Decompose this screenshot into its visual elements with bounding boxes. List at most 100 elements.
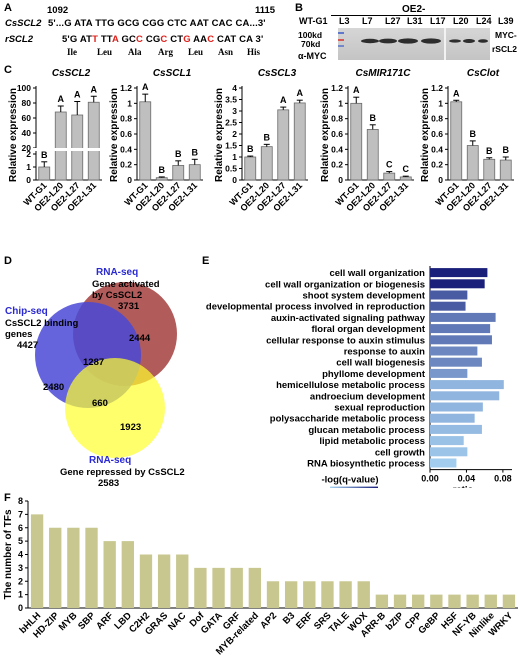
significance-letter: B (175, 149, 182, 159)
y-axis-label: Relative expression (320, 88, 331, 182)
panel-label-c: C (4, 64, 12, 76)
bar (450, 101, 463, 181)
tf-family-label: bZIP (384, 610, 407, 633)
go-term-bar (430, 335, 492, 345)
y-tick-label: 0.8 (331, 114, 343, 124)
go-term-bar (430, 279, 485, 289)
ladder-70kd: 70kd (301, 39, 321, 49)
y-tick-label: 4 (18, 550, 23, 560)
bar (87, 101, 100, 181)
tf-bar (49, 527, 62, 608)
amino-acid: Ile (67, 47, 77, 57)
significance-letter: C (386, 160, 393, 170)
chart-title: CsClot (467, 68, 500, 79)
bar (139, 101, 152, 181)
tf-family-label: ERF (294, 610, 315, 631)
axis-break (32, 148, 104, 151)
significance-letter: C (403, 164, 410, 174)
significance-letter: B (159, 165, 166, 175)
go-term-bar (430, 380, 504, 390)
significance-letter: B (264, 132, 271, 142)
go-term-bar (430, 368, 468, 378)
y-tick-label: 0.6 (120, 129, 132, 139)
go-term-label: developmental process involved in reprod… (206, 302, 425, 313)
tf-bar (484, 594, 497, 608)
chip-seq-title: Chip-seq (5, 306, 48, 317)
y-axis-label: Relative expression (420, 88, 431, 182)
panel-label-d: D (4, 255, 12, 267)
go-term-label: cell growth (375, 447, 425, 458)
y-tick-label: 3 (18, 563, 23, 573)
y-tick-label: 3 (232, 106, 237, 116)
x-tick-label: 0.04 (458, 474, 476, 484)
region-triple: 1287 (83, 357, 105, 368)
y-tick-label: 2 (26, 149, 31, 159)
y-tick-label: 3.5 (225, 95, 237, 105)
lane-label: L3 (339, 16, 350, 26)
go-term-label: response to auxin (344, 347, 425, 358)
significance-letter: B (470, 129, 477, 139)
tf-bar (266, 581, 280, 608)
go-term-bar (430, 413, 475, 423)
go-term-label: androecium development (310, 391, 426, 402)
rna-seq-desc-top-1: Gene activated (92, 279, 160, 290)
panel-label-f: F (4, 492, 11, 504)
y-tick-label: 4 (232, 83, 237, 93)
go-term-label: RNA biosynthetic process (307, 459, 425, 470)
y-tick-label: 2.5 (225, 118, 237, 128)
y-tick-label: 0.8 (431, 114, 443, 124)
tf-bar (375, 594, 389, 608)
y-tick-label: 0 (26, 175, 31, 185)
panel-label-b: B (295, 2, 303, 14)
group-label: OE2- (402, 4, 426, 15)
lane-label: L39 (498, 16, 514, 26)
y-tick-label: 0 (18, 603, 23, 613)
go-term-bar (430, 324, 491, 334)
position-end: 1115 (255, 5, 276, 16)
chip-seq-desc-1: CsSCL2 binding (5, 318, 79, 329)
go-term-bar (430, 458, 457, 468)
amino-acid: Arg (158, 47, 173, 57)
y-tick-label: 0 (338, 175, 343, 185)
go-term-label: phyllome development (322, 369, 426, 380)
significance-letter: B (503, 145, 510, 155)
panel-c-expression-charts: Relative expressionCsSCL201220406080100B… (8, 68, 514, 213)
lane-label: WT-G1 (299, 16, 328, 26)
go-term-bar (430, 424, 482, 434)
go-term-bar (430, 346, 478, 356)
y-tick-label: 6 (18, 523, 23, 533)
tf-bar (357, 581, 370, 608)
expression-chart: Relative expression CsMIR171C 0 0.2 0.4 0.6 0.… (320, 68, 414, 213)
bar (499, 159, 512, 181)
panel-a-sequence: 1092 1115 CsSCL2 5'...G ATA TTG GCG CGG … (0, 0, 290, 62)
go-term-bar (430, 436, 464, 446)
y-tick-label: 60 (22, 113, 32, 123)
tf-bar (502, 594, 516, 608)
tf-bar (230, 567, 243, 608)
tf-bar (212, 567, 225, 608)
y-axis-label: Relative expression (214, 88, 225, 182)
y-tick-label: 2 (232, 129, 237, 139)
tf-family-label: TALE (327, 610, 352, 635)
significance-letter: A (453, 88, 460, 98)
go-term-label: cell wall organization or biogenesis (265, 279, 425, 290)
gene-name-r: rSCL2 (5, 34, 33, 45)
x-tick-label: 0.08 (494, 474, 512, 484)
bar (483, 158, 496, 181)
tf-family-label: ARF (94, 610, 116, 632)
tf-bar (176, 554, 189, 608)
go-term-label: hemicellulose metabolic process (276, 380, 425, 391)
go-term-label: cell wall biogenesis (336, 358, 425, 369)
y-tick-label: 1 (127, 98, 132, 108)
y-tick-label: 0.6 (431, 129, 443, 139)
region-yellow-only: 1923 (120, 422, 142, 433)
tf-bar (85, 527, 98, 608)
bar (383, 172, 396, 181)
rna-seq-title-top: RNA-seq (96, 267, 139, 278)
bar (244, 156, 257, 181)
mutated-base: G (183, 34, 191, 45)
expression-chart: Relative expression CsSCL3 00.5 11.5 22.5 33.… (214, 68, 308, 213)
go-term-label: cell wall organization (329, 268, 425, 279)
rna-seq-desc-top-2: by CsSCL2 (92, 290, 143, 301)
significance-letter: A (142, 82, 149, 92)
